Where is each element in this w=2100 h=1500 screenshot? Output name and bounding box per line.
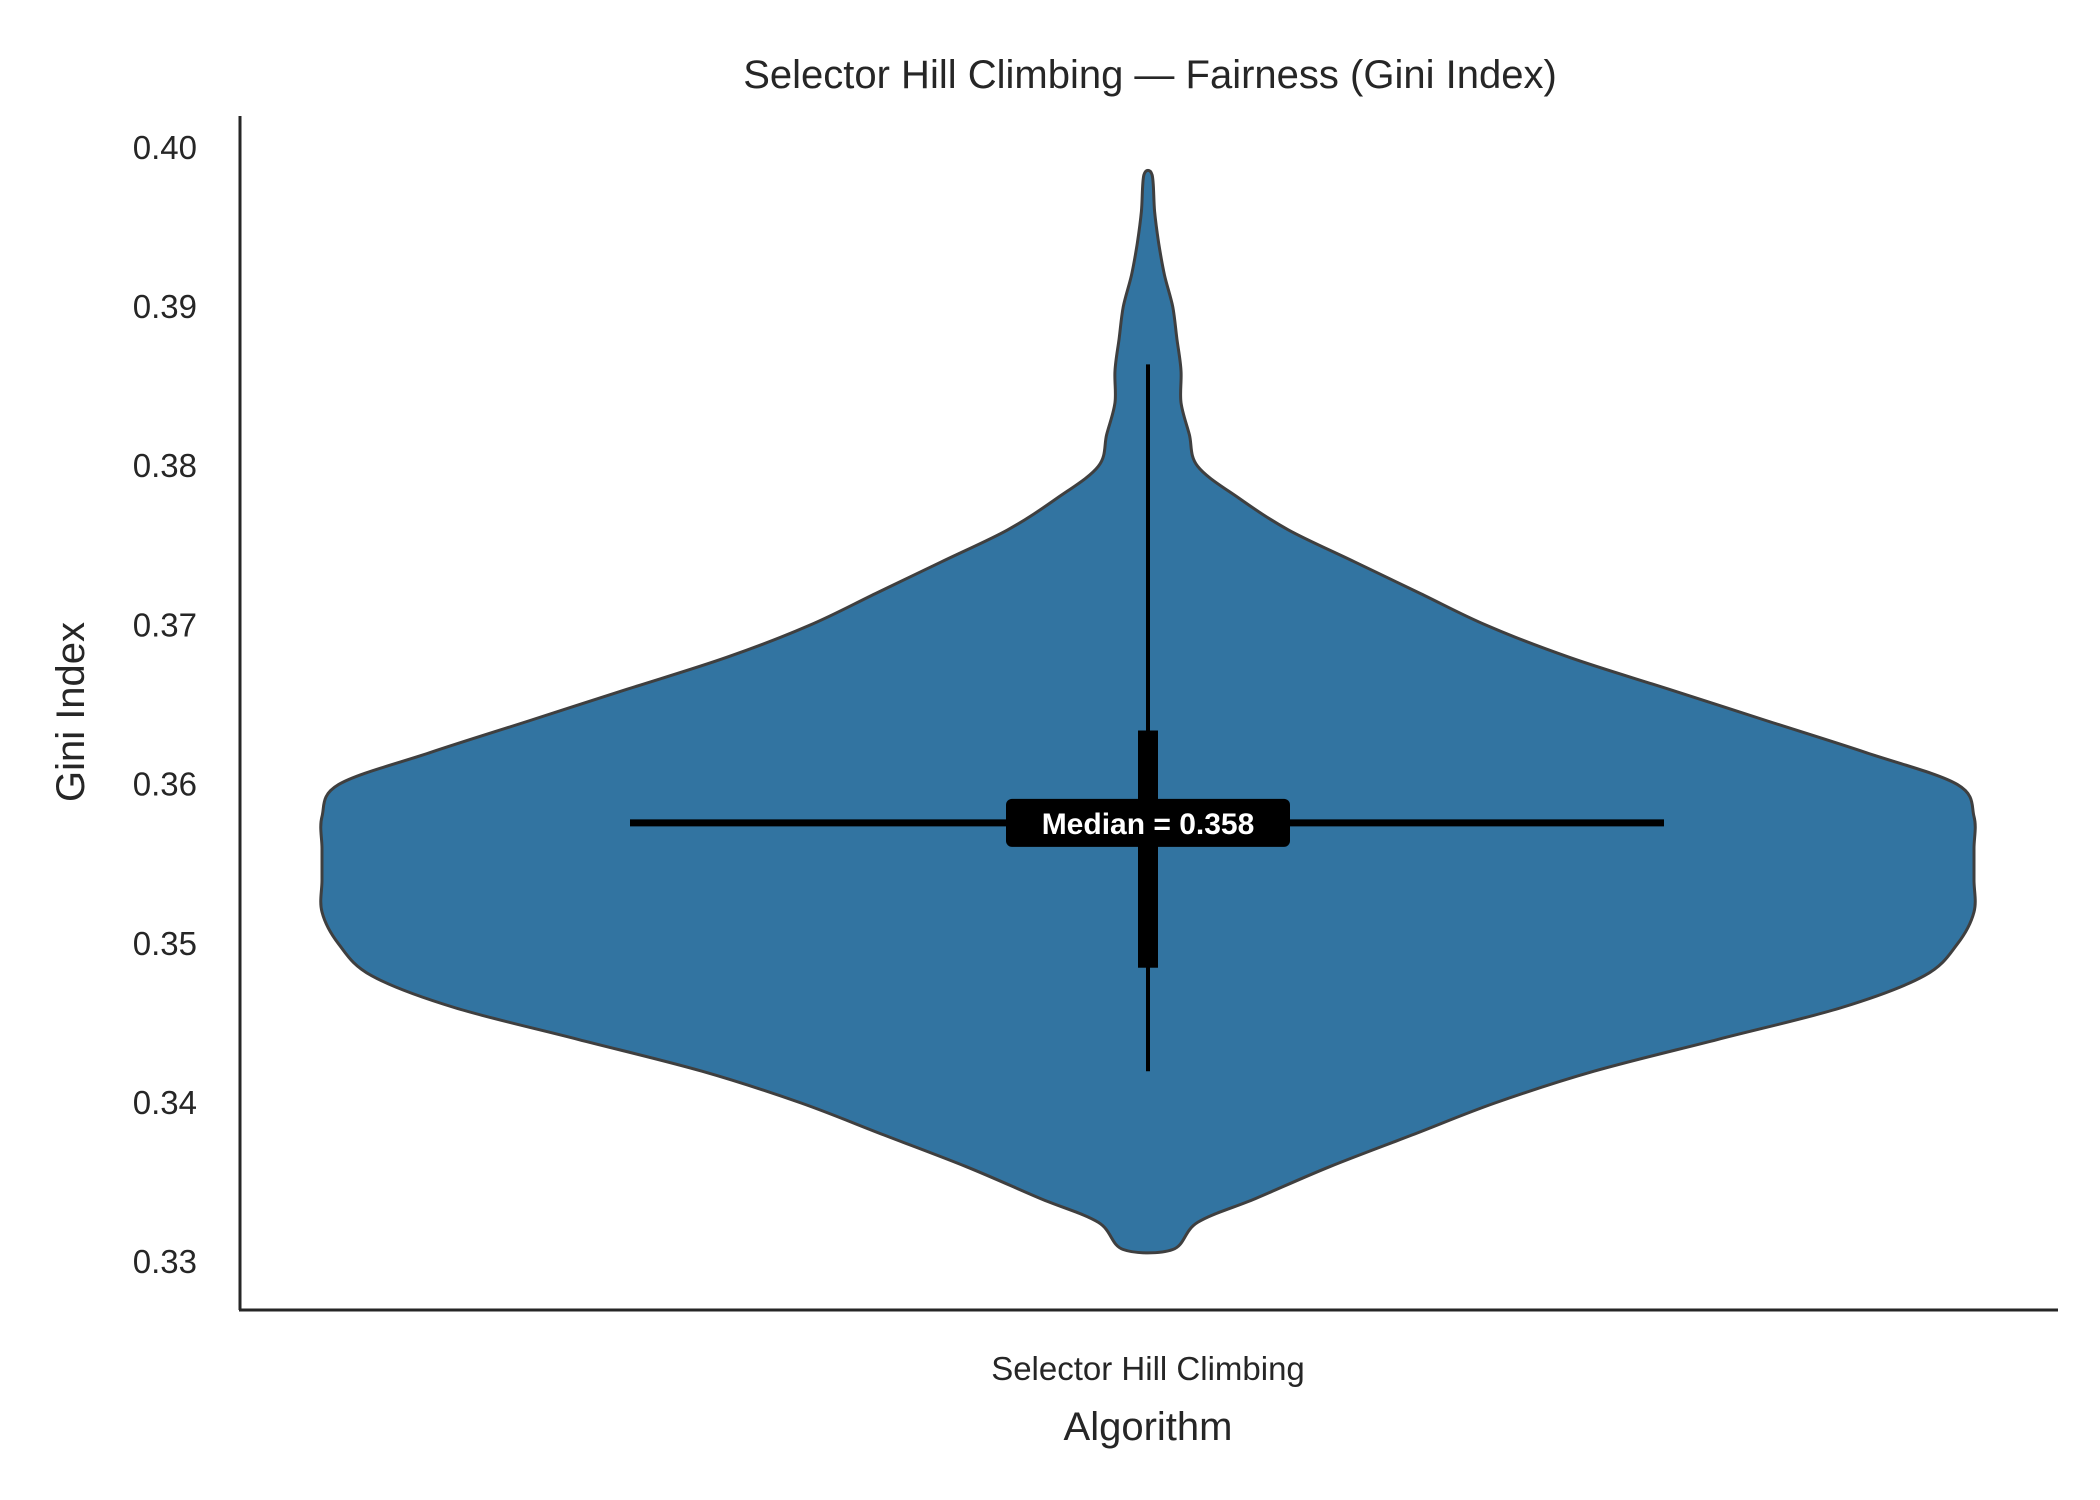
y-tick-label: 0.37: [133, 606, 197, 643]
y-tick-label: 0.40: [133, 129, 197, 166]
y-tick-label: 0.34: [133, 1084, 197, 1121]
violin-group: Median = 0.358: [319, 168, 1977, 1255]
median-label: Median = 0.358: [1042, 808, 1255, 841]
chart-title: Selector Hill Climbing — Fairness (Gini …: [743, 53, 1557, 97]
y-tick-label: 0.38: [133, 447, 197, 484]
y-tick-label: 0.33: [133, 1243, 197, 1280]
median-label-background: [1006, 798, 1290, 847]
iqr-box: [1138, 730, 1158, 968]
y-tick-label: 0.36: [133, 766, 197, 803]
y-axis-label: Gini Index: [49, 622, 93, 802]
y-tick-labels: 0.33 0.34 0.35 0.36 0.37 0.38 0.39 0.40: [133, 129, 197, 1280]
x-axis-label: Algorithm: [1064, 1405, 1233, 1449]
y-tick-label: 0.39: [133, 288, 197, 325]
x-tick-label: Selector Hill Climbing: [991, 1350, 1305, 1387]
y-tick-label: 0.35: [133, 925, 197, 962]
